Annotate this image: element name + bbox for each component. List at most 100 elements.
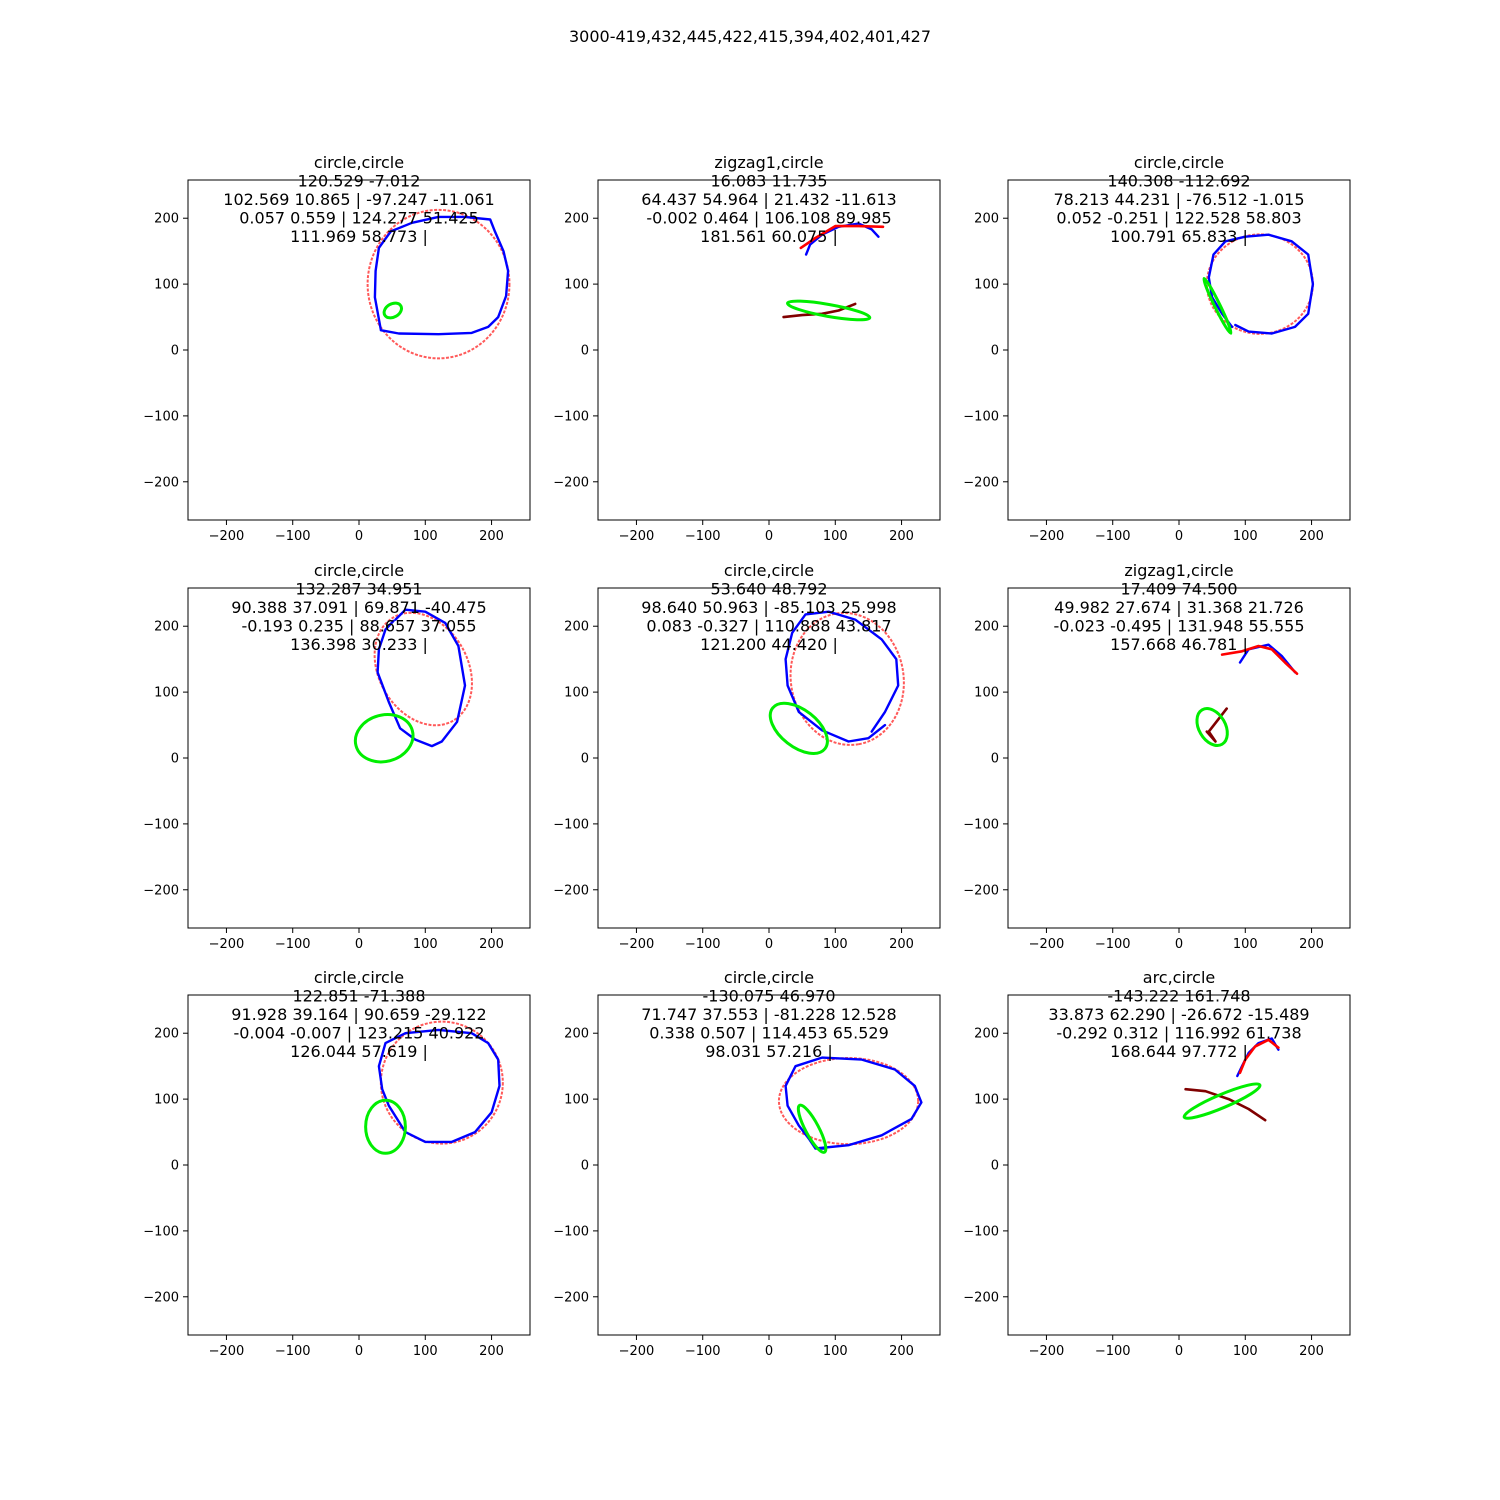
subplot-title: circle,circle 122.851 -71.388 91.928 39.16… bbox=[231, 968, 486, 1061]
subplot-2: −200 −100 0 100 200 −200 −100 0 100 200 zigzag1,ci… bbox=[553, 153, 941, 544]
x-tick-label: −100 bbox=[1095, 529, 1131, 544]
title-line-5: 121.200 44.420 | bbox=[700, 635, 838, 654]
figure-suptitle: 3000-419,432,445,422,415,394,402,401,427 bbox=[569, 27, 931, 46]
y-tick-label: 0 bbox=[171, 344, 179, 359]
title-line-1: zigzag1,circle bbox=[1124, 561, 1233, 580]
x-tick-label: −200 bbox=[209, 529, 245, 544]
x-tick-label: 100 bbox=[823, 529, 848, 544]
title-line-2: 17.409 74.500 bbox=[1120, 580, 1237, 599]
y-tick-label: 200 bbox=[154, 1027, 179, 1042]
y-tick-label: −200 bbox=[143, 883, 179, 898]
title-line-3: 102.569 10.865 | -97.247 -11.061 bbox=[223, 190, 494, 209]
subplot-title: circle,circle 132.287 34.951 90.388 37.091… bbox=[231, 561, 486, 654]
red-ellipse-1 bbox=[366, 208, 511, 360]
x-tick-label: −100 bbox=[685, 937, 721, 952]
plot-content bbox=[777, 1056, 923, 1154]
x-tick-label: 200 bbox=[479, 1344, 504, 1359]
title-line-4: -0.023 -0.495 | 131.948 55.555 bbox=[1053, 617, 1304, 636]
subplot-3: −200 −100 0 100 200 −200 −100 0 100 200 circle,cir… bbox=[963, 153, 1351, 544]
x-tick-label: 100 bbox=[1233, 529, 1258, 544]
subplot-7: −200 −100 0 100 200 −200 −100 0 100 200 circle,cir… bbox=[143, 968, 531, 1359]
y-tick-label: −100 bbox=[143, 409, 179, 424]
y-tick-label: 100 bbox=[974, 278, 999, 293]
blue-curve-1 bbox=[784, 1056, 923, 1150]
subplot-title: circle,circle 120.529 -7.012 102.569 10.86… bbox=[223, 153, 494, 246]
x-tick-label: 100 bbox=[1233, 937, 1258, 952]
title-line-2: -143.222 161.748 bbox=[1107, 987, 1250, 1006]
x-tick-label: −100 bbox=[685, 1344, 721, 1359]
plot-content bbox=[366, 208, 511, 360]
y-tick-label: 0 bbox=[581, 752, 589, 767]
y-tick-label: 100 bbox=[974, 686, 999, 701]
subplot-title: zigzag1,circle 17.409 74.500 49.982 27.674… bbox=[1053, 561, 1304, 654]
x-tick-label: 0 bbox=[355, 937, 363, 952]
y-tick-label: 100 bbox=[564, 1093, 589, 1108]
y-tick-label: 200 bbox=[564, 212, 589, 227]
subplot-title: arc,circle -143.222 161.748 33.873 62.290 … bbox=[1048, 968, 1309, 1061]
title-line-1: zigzag1,circle bbox=[714, 153, 823, 172]
subplot-9: −200 −100 0 100 200 −200 −100 0 100 200 arc,circle… bbox=[963, 968, 1351, 1359]
y-tick-label: −100 bbox=[963, 409, 999, 424]
green-ellipse-1 bbox=[768, 701, 829, 755]
y-tick-label: −200 bbox=[963, 475, 999, 490]
x-tick-label: 0 bbox=[1175, 937, 1183, 952]
y-tick-label: −100 bbox=[553, 817, 589, 832]
y-tick-label: 100 bbox=[154, 278, 179, 293]
subplot-5: −200 −100 0 100 200 −200 −100 0 100 200 circle,cir… bbox=[553, 561, 941, 952]
plot-content bbox=[1182, 1037, 1280, 1122]
x-tick-label: 200 bbox=[889, 529, 914, 544]
title-line-3: 90.388 37.091 | 69.871 -40.475 bbox=[231, 598, 486, 617]
y-tick-label: −100 bbox=[553, 409, 589, 424]
x-tick-label: 0 bbox=[765, 937, 773, 952]
x-tick-label: −100 bbox=[275, 529, 311, 544]
title-line-3: 71.747 37.553 | -81.228 12.528 bbox=[641, 1005, 896, 1024]
title-line-5: 168.644 97.772 | bbox=[1110, 1042, 1248, 1061]
y-tick-label: −100 bbox=[143, 817, 179, 832]
y-tick-label: 0 bbox=[991, 752, 999, 767]
x-tick-label: 200 bbox=[479, 937, 504, 952]
dark-red-curve-1 bbox=[1184, 1087, 1267, 1122]
plot-area bbox=[1008, 995, 1350, 1335]
title-line-5: 181.561 60.075 | bbox=[700, 227, 838, 246]
blue-curve-1 bbox=[377, 1028, 501, 1144]
green-ellipse-1 bbox=[364, 1098, 407, 1155]
title-line-3: 33.873 62.290 | -26.672 -15.489 bbox=[1048, 1005, 1309, 1024]
y-tick-label: −200 bbox=[143, 1290, 179, 1305]
x-tick-label: 0 bbox=[765, 529, 773, 544]
subplot-1: −200 −100 0 100 200 −200 −100 0 100 200 circle,cir… bbox=[143, 153, 531, 544]
green-ellipse-1 bbox=[382, 301, 403, 320]
y-tick-label: 100 bbox=[974, 1093, 999, 1108]
y-tick-label: 100 bbox=[154, 686, 179, 701]
title-line-2: 120.529 -7.012 bbox=[298, 172, 421, 191]
title-line-3: 49.982 27.674 | 31.368 21.726 bbox=[1054, 598, 1304, 617]
title-line-4: -0.193 0.235 | 88.657 37.055 bbox=[241, 617, 476, 636]
title-line-4: -0.004 -0.007 | 123.215 40.922 bbox=[233, 1024, 484, 1043]
title-line-5: 100.791 65.833 | bbox=[1110, 227, 1248, 246]
y-tick-label: 0 bbox=[171, 752, 179, 767]
dark-red-curve-1 bbox=[1205, 707, 1228, 743]
x-tick-label: −200 bbox=[1029, 529, 1065, 544]
subplot-6: −200 −100 0 100 200 −200 −100 0 100 200 zigzag1,ci… bbox=[963, 561, 1351, 952]
title-line-1: circle,circle bbox=[314, 561, 404, 580]
green-ellipse-1 bbox=[786, 299, 872, 322]
plot-area bbox=[188, 588, 530, 928]
x-tick-label: 100 bbox=[823, 1344, 848, 1359]
title-line-5: 157.668 46.781 | bbox=[1110, 635, 1248, 654]
green-ellipse-1 bbox=[796, 1103, 828, 1154]
x-tick-label: 200 bbox=[889, 1344, 914, 1359]
subplot-title: circle,circle -130.075 46.970 71.747 37.55… bbox=[641, 968, 896, 1061]
y-tick-label: 100 bbox=[564, 686, 589, 701]
y-tick-label: −200 bbox=[553, 475, 589, 490]
title-line-3: 98.640 50.963 | -85.103 25.998 bbox=[641, 598, 896, 617]
x-tick-label: 100 bbox=[823, 937, 848, 952]
y-tick-label: 200 bbox=[974, 620, 999, 635]
x-tick-label: 0 bbox=[765, 1344, 773, 1359]
x-tick-label: −200 bbox=[209, 1344, 245, 1359]
red-ellipse-1 bbox=[789, 611, 905, 746]
title-line-1: circle,circle bbox=[1134, 153, 1224, 172]
y-tick-label: 0 bbox=[581, 344, 589, 359]
x-tick-label: 200 bbox=[1299, 937, 1324, 952]
x-tick-label: 100 bbox=[413, 937, 438, 952]
title-line-1: circle,circle bbox=[314, 968, 404, 987]
